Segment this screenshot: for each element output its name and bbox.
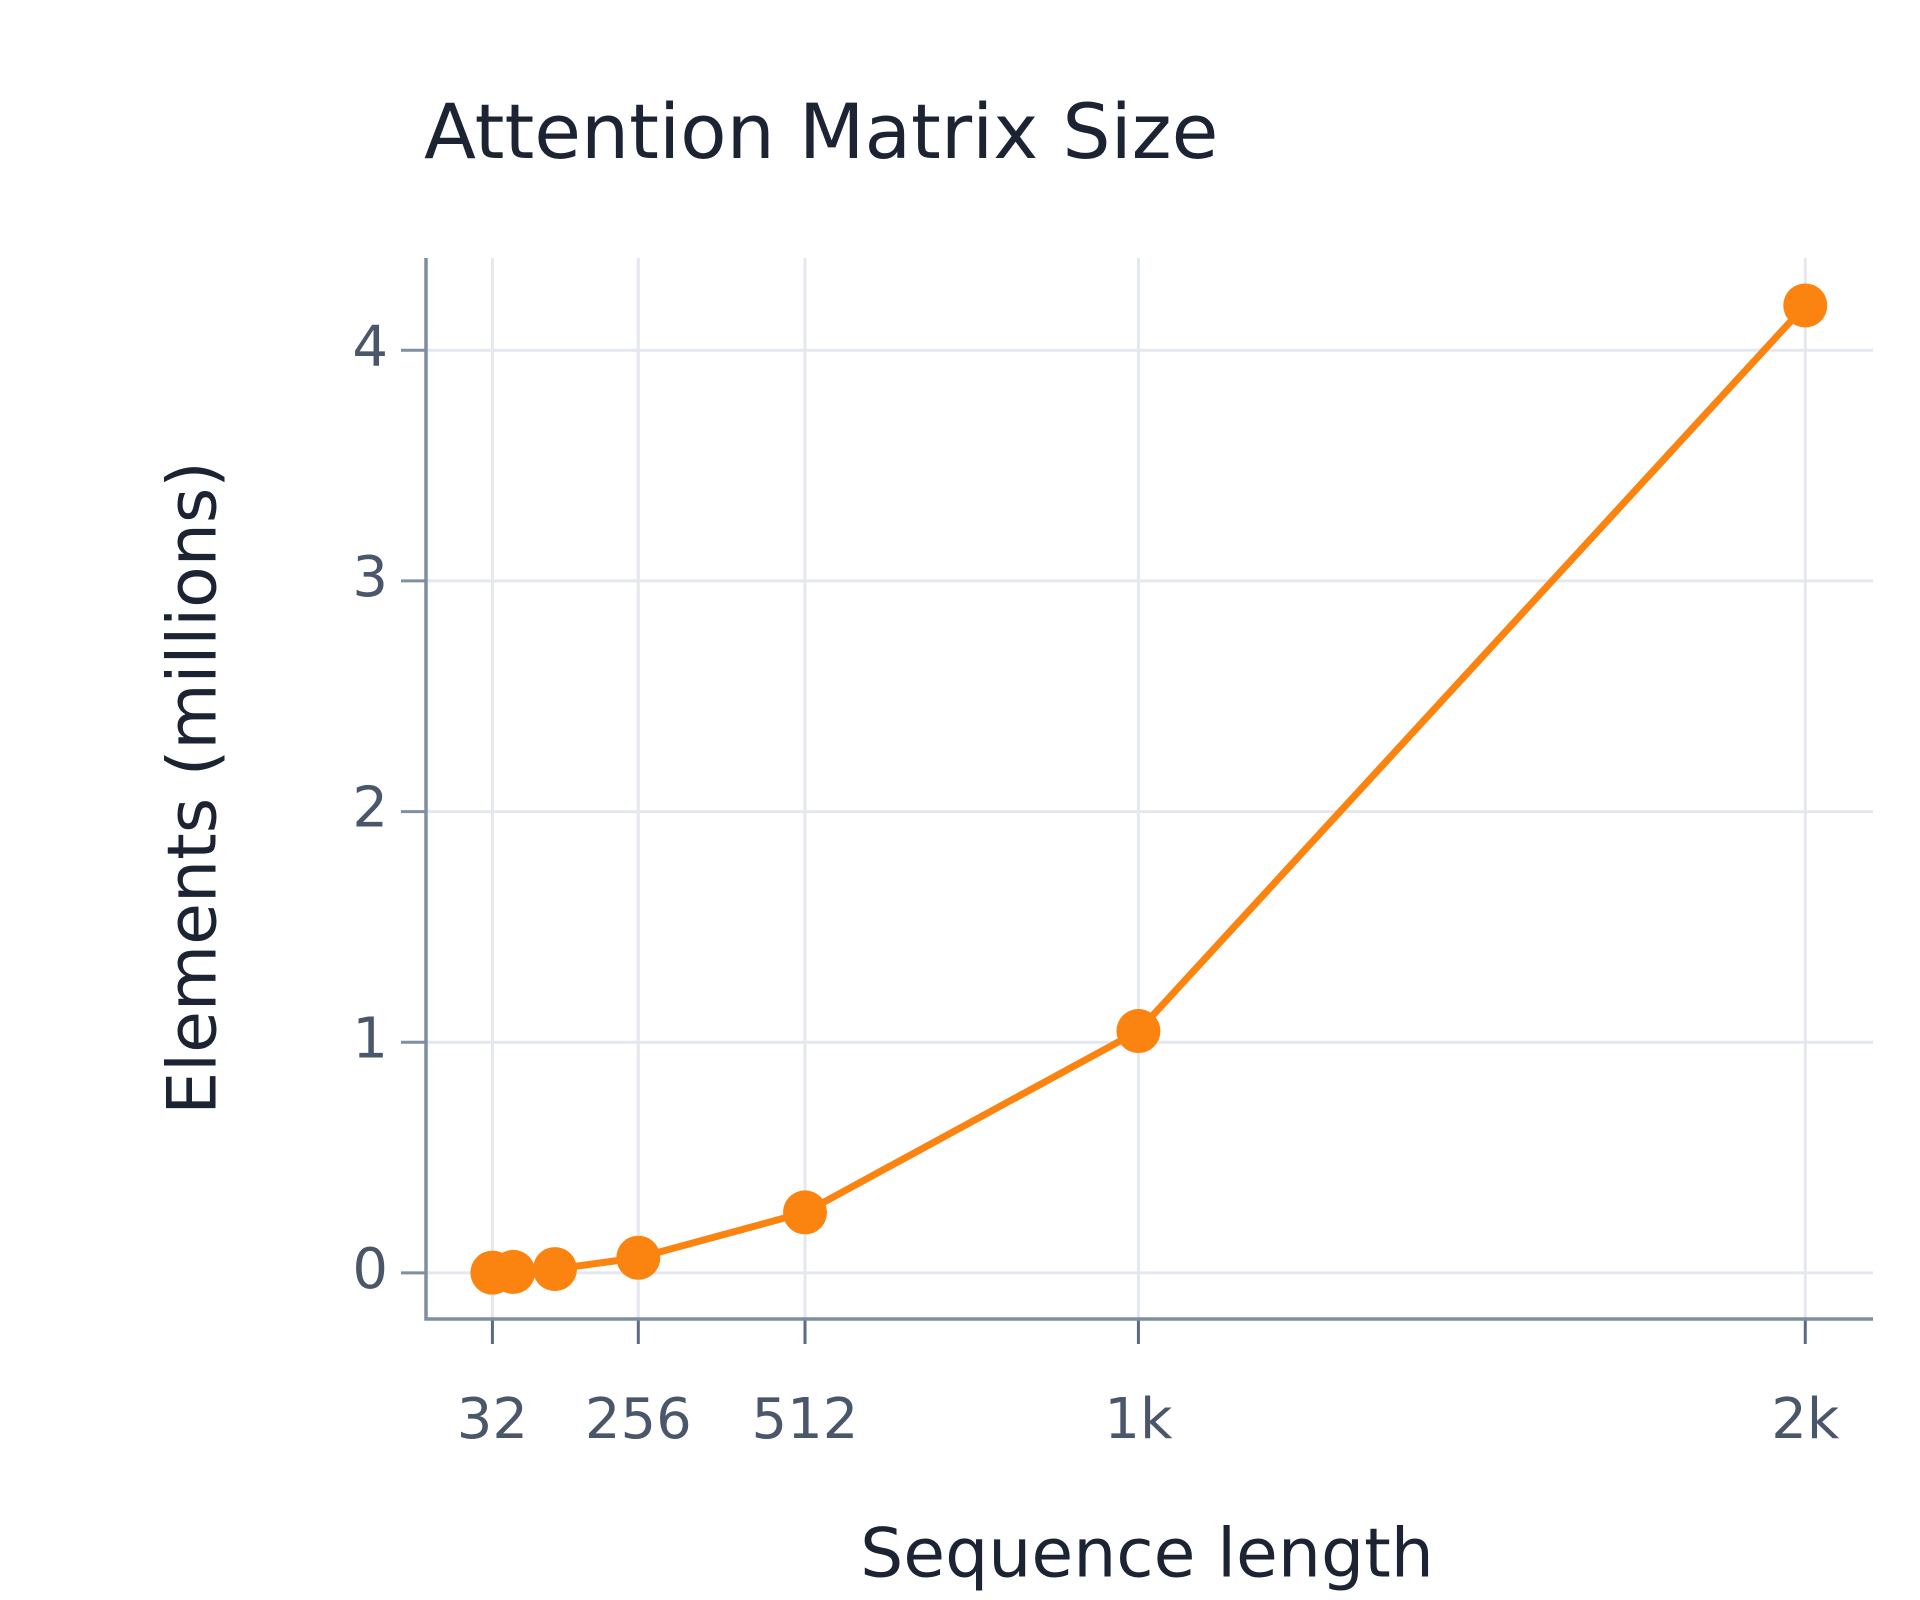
x-tick-label: 512 bbox=[752, 1387, 859, 1452]
y-tick-label: 0 bbox=[352, 1237, 388, 1302]
chart-title: Attention Matrix Size bbox=[424, 87, 1218, 176]
y-tick-label: 4 bbox=[352, 314, 388, 379]
y-tick-label: 1 bbox=[352, 1006, 388, 1071]
x-tick-label: 1k bbox=[1104, 1387, 1173, 1452]
point bbox=[532, 1247, 577, 1292]
y-tick-label: 3 bbox=[352, 545, 388, 610]
y-tick-label: 2 bbox=[352, 776, 388, 841]
x-tick-label: 2k bbox=[1771, 1387, 1840, 1452]
point bbox=[783, 1190, 828, 1235]
x-axis-label: Sequence length bbox=[860, 1515, 1434, 1594]
x-tick-label: 256 bbox=[585, 1387, 692, 1452]
line bbox=[492, 303, 1808, 1277]
point bbox=[1116, 1009, 1161, 1054]
axis-line bbox=[424, 258, 1873, 1321]
x-tick-label: 32 bbox=[457, 1387, 528, 1452]
point bbox=[1783, 283, 1828, 328]
point bbox=[616, 1235, 661, 1280]
point bbox=[491, 1249, 536, 1294]
y-axis-label: Elements (millions) bbox=[154, 461, 233, 1115]
